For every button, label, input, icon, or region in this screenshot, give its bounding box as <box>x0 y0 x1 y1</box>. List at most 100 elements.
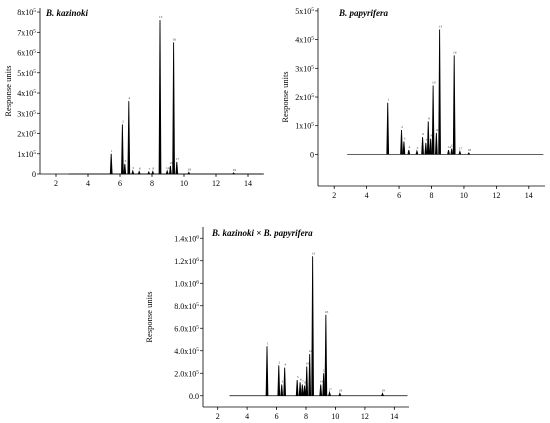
peak-16 <box>452 55 456 155</box>
peak-label: 4 <box>129 96 131 100</box>
x-tick-label: 10 <box>180 179 188 188</box>
peak-label: 8 <box>304 381 306 385</box>
peak-10 <box>431 85 435 155</box>
x-tick-label: 4 <box>245 412 249 421</box>
x-tick-label: 2 <box>332 191 336 200</box>
y-axis-title: Response units <box>3 65 13 116</box>
peak-label: 3 <box>281 380 283 384</box>
x-tick-label: 14 <box>525 191 533 200</box>
y-tick-label: 8x105 <box>17 8 36 17</box>
peak-label: 5 <box>133 166 135 170</box>
peak-label: 13 <box>159 15 163 19</box>
peak-label: 7 <box>302 380 304 384</box>
peak-14 <box>447 150 450 155</box>
y-tick-label: 1x105 <box>295 122 314 131</box>
peak-label: 17 <box>328 387 332 391</box>
peak-8 <box>151 170 155 175</box>
peak-label: 7 <box>426 138 428 142</box>
y-tick-label: 2.0x105 <box>174 369 199 378</box>
chart-title-hybrid: B. kazinoki × B. papyrifera <box>211 228 313 238</box>
peak-label: 15 <box>451 144 455 148</box>
peak-label: 1 <box>387 98 389 102</box>
peak-13 <box>438 29 441 155</box>
peak-5 <box>415 149 419 155</box>
peak-7 <box>424 142 428 155</box>
peak-label: 10 <box>306 362 310 366</box>
peak-15 <box>169 165 172 175</box>
y-tick-label: 6x105 <box>17 49 36 58</box>
peak-1 <box>109 153 113 175</box>
x-tick-label: 14 <box>244 179 252 188</box>
peak-17 <box>175 161 179 175</box>
y-tick-label: 1.4x106 <box>174 234 199 243</box>
y-tick-label: 2x105 <box>295 93 314 102</box>
peak-label: 17 <box>176 157 180 161</box>
peak-9 <box>429 138 433 155</box>
peak-18 <box>467 152 471 155</box>
chart-panel-hybrid: 2 4 6 8 10 12 14 0.0 2.0x105 4.0x105 6.0x105 8.0x10… <box>144 227 409 421</box>
peak-label: 6 <box>139 167 141 171</box>
y-tick-label: 2x105 <box>17 130 36 139</box>
y-tick-label: 7x105 <box>17 28 36 37</box>
peak-label: 10 <box>432 81 436 85</box>
peak-13 <box>311 256 314 396</box>
peak-3 <box>123 163 127 175</box>
peak-label: 5 <box>297 375 299 379</box>
peak-3 <box>280 384 284 396</box>
x-tick-label: 8 <box>150 179 154 188</box>
y-tick-label: 6.0x105 <box>174 324 199 333</box>
peak-3 <box>402 141 406 155</box>
peak-4 <box>283 367 287 396</box>
peak-label: 8 <box>153 167 155 171</box>
x-tick-label: 8 <box>304 412 308 421</box>
x-tick-label: 12 <box>212 179 220 188</box>
peak-label: 14 <box>166 166 170 170</box>
peak-13 <box>158 20 162 175</box>
y-tick-label: 3x105 <box>17 109 36 118</box>
peak-label: 2 <box>279 360 281 364</box>
peak-label: 19 <box>232 168 236 172</box>
x-tick-label: 10 <box>331 412 339 421</box>
x-tick-label: 12 <box>361 412 369 421</box>
y-tick-label: 5x105 <box>295 7 314 16</box>
peak-label: 13 <box>311 251 315 255</box>
peak-2 <box>121 124 124 175</box>
y-tick-label: 8.0x105 <box>174 302 199 311</box>
peak-7 <box>300 384 304 396</box>
x-tick-label: 4 <box>365 191 369 200</box>
peak-label: 16 <box>172 37 176 41</box>
peak-label: 18 <box>339 389 343 393</box>
y-axis-title: Response units <box>280 71 290 122</box>
peak-8 <box>426 121 430 155</box>
y-tick-label: 0.0 <box>189 392 199 401</box>
x-tick-label: 6 <box>275 412 279 421</box>
chart-title-b-kazinoki: B. kazinoki <box>45 8 89 18</box>
x-tick-label: 8 <box>430 191 434 200</box>
peak-7 <box>147 170 151 175</box>
x-tick-label: 10 <box>460 191 468 200</box>
y-tick-label: 1x105 <box>17 150 36 159</box>
peak-5 <box>295 379 299 396</box>
peak-5 <box>131 169 135 175</box>
peak-2 <box>400 129 403 155</box>
peak-label: 18 <box>188 167 192 171</box>
peak-label: 8 <box>428 116 430 120</box>
chart-title-b-papyrifera: B. papyrifera <box>338 8 388 18</box>
y-tick-label: 4x105 <box>17 89 36 98</box>
peak-label: 6 <box>422 132 424 136</box>
y-tick-label: 1.0x106 <box>174 279 199 288</box>
peak-label: 13 <box>438 25 442 29</box>
peak-label: 16 <box>325 310 329 314</box>
x-tick-label: 6 <box>118 179 122 188</box>
peak-label: 1 <box>111 149 113 153</box>
y-tick-label: 4.0x105 <box>174 347 199 356</box>
x-tick-label: 14 <box>390 412 398 421</box>
peak-17 <box>328 390 331 396</box>
peak-label: 2 <box>122 119 124 123</box>
y-tick-label: 0 <box>32 170 36 179</box>
peak-label: 4 <box>409 145 411 149</box>
chart-panel-b-papyrifera: 2 4 6 8 10 12 1401x1052x1053x1054x1055x105Resp… <box>280 7 545 200</box>
peak-label: 15 <box>323 368 327 372</box>
peak-label: 15 <box>169 161 173 165</box>
